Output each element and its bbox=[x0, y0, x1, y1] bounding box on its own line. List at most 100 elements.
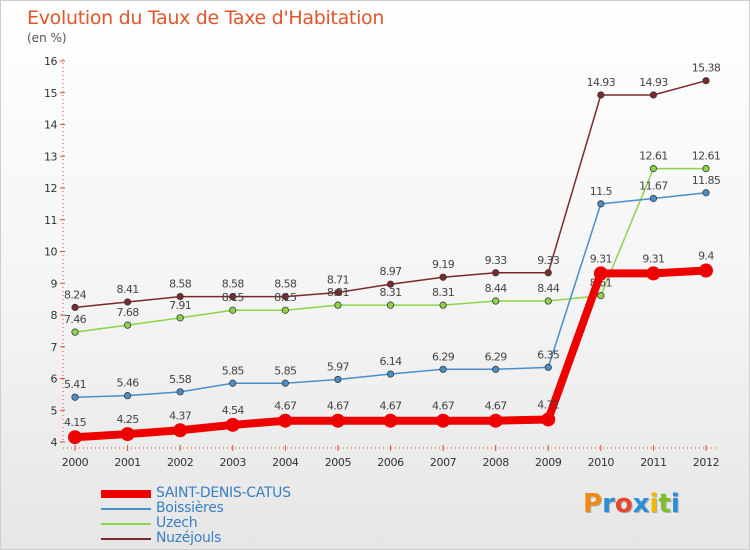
data-label: 8.58 bbox=[274, 278, 297, 291]
data-label: 5.46 bbox=[117, 377, 140, 390]
data-label: 8.44 bbox=[485, 282, 508, 295]
data-point bbox=[439, 365, 447, 373]
data-point bbox=[330, 413, 345, 428]
data-label: 4.67 bbox=[327, 400, 350, 413]
x-tick-label: 2005 bbox=[325, 456, 352, 469]
data-point bbox=[702, 165, 710, 173]
x-tick-label: 2007 bbox=[430, 456, 457, 469]
data-point bbox=[544, 269, 552, 277]
y-tick-label: 12 bbox=[44, 182, 57, 195]
y-tick-label: 15 bbox=[44, 87, 57, 100]
proxiti-logo: Proxiti bbox=[583, 489, 680, 519]
data-point bbox=[439, 273, 447, 281]
x-tick-label: 2000 bbox=[62, 456, 89, 469]
series-layer: 8.24 8.41 8.58 8.58 8.58 8.71 8.97 9.19 9.33 9.33… bbox=[64, 62, 721, 445]
data-label: 8.58 bbox=[169, 278, 192, 291]
data-point bbox=[439, 301, 447, 309]
x-tick-label: 2001 bbox=[114, 456, 140, 469]
legend-swatch bbox=[101, 523, 151, 525]
data-point bbox=[278, 413, 293, 428]
data-label: 7.91 bbox=[169, 299, 191, 312]
data-point bbox=[544, 363, 552, 371]
data-point bbox=[334, 301, 342, 309]
y-tick-label: 5 bbox=[51, 404, 58, 417]
data-label: 11.67 bbox=[639, 179, 668, 192]
data-label: 8.44 bbox=[537, 282, 560, 295]
y-tick-label: 11 bbox=[44, 214, 57, 227]
data-label: 4.67 bbox=[432, 400, 455, 413]
data-label: 4.67 bbox=[274, 400, 297, 413]
x-tick-label: 2004 bbox=[272, 456, 299, 469]
data-label: 15.38 bbox=[692, 62, 721, 75]
x-tick-label: 2003 bbox=[220, 456, 247, 469]
data-point bbox=[597, 292, 605, 300]
data-label: 5.85 bbox=[274, 364, 297, 377]
data-point bbox=[492, 269, 500, 277]
data-label: 9.33 bbox=[485, 254, 508, 267]
data-point bbox=[176, 388, 184, 396]
data-label: 9.31 bbox=[590, 252, 612, 265]
data-label: 8.15 bbox=[274, 291, 297, 304]
x-tick-label: 2011 bbox=[640, 456, 666, 469]
legend-label: SAINT-DENIS-CATUS bbox=[156, 485, 291, 501]
data-label: 8.24 bbox=[64, 288, 87, 301]
data-label: 5.97 bbox=[327, 360, 350, 373]
x-tick-label: 2002 bbox=[167, 456, 193, 469]
legend-label: Nuzéjouls bbox=[156, 530, 222, 546]
data-point bbox=[597, 91, 605, 99]
series-3: 8.24 8.41 8.58 8.58 8.58 8.71 8.97 9.19 9.33 9.33… bbox=[64, 62, 721, 311]
x-tick-label: 2006 bbox=[377, 456, 404, 469]
data-label: 9.4 bbox=[698, 250, 714, 263]
data-label: 9.31 bbox=[642, 252, 664, 265]
data-label: 6.29 bbox=[485, 350, 508, 363]
data-point bbox=[492, 365, 500, 373]
series-1: 5.41 5.46 5.58 5.85 5.85 5.97 6.14 6.29 6.29 6.35… bbox=[64, 174, 721, 401]
data-point bbox=[541, 412, 556, 427]
data-label: 6.14 bbox=[379, 355, 402, 368]
series-2: 7.46 7.68 7.91 8.15 8.15 8.31 8.31 8.31 8.44 8.44… bbox=[64, 150, 721, 336]
chart-unit: (en %) bbox=[27, 31, 67, 45]
y-tick-label: 7 bbox=[51, 341, 58, 354]
data-point bbox=[281, 306, 289, 314]
y-tick-label: 10 bbox=[44, 246, 57, 259]
data-point bbox=[334, 288, 342, 297]
data-point bbox=[649, 194, 658, 203]
data-point bbox=[646, 266, 661, 281]
data-point bbox=[488, 413, 503, 428]
legend-label: Uzech bbox=[156, 515, 198, 531]
data-label: 6.35 bbox=[537, 348, 560, 361]
data-point bbox=[386, 280, 395, 288]
x-tick-label: 2012 bbox=[693, 456, 719, 469]
data-label: 11.5 bbox=[590, 185, 613, 198]
data-label: 14.93 bbox=[587, 76, 616, 89]
data-point bbox=[229, 292, 237, 301]
y-tick-label: 13 bbox=[44, 150, 57, 163]
data-label: 8.97 bbox=[379, 265, 402, 278]
y-tick-label: 8 bbox=[51, 309, 58, 322]
data-point bbox=[71, 328, 79, 336]
data-label: 12.61 bbox=[639, 150, 668, 163]
data-point bbox=[649, 91, 658, 99]
data-point bbox=[173, 423, 188, 438]
data-label: 4.67 bbox=[485, 400, 508, 413]
data-point bbox=[281, 292, 289, 301]
x-tick-label: 2010 bbox=[588, 456, 615, 469]
data-label: 14.93 bbox=[639, 76, 668, 89]
legend-swatch bbox=[101, 508, 151, 510]
y-tick-label: 16 bbox=[44, 55, 57, 68]
data-point bbox=[176, 292, 184, 301]
data-label: 4.71 bbox=[537, 398, 559, 411]
data-label: 9.19 bbox=[432, 258, 455, 271]
data-point bbox=[544, 297, 552, 305]
data-point bbox=[492, 297, 500, 305]
data-label: 8.71 bbox=[327, 273, 349, 286]
y-tick-label: 6 bbox=[51, 373, 58, 386]
data-point bbox=[71, 303, 79, 311]
data-label: 8.15 bbox=[222, 291, 245, 304]
data-point bbox=[123, 392, 132, 400]
data-point bbox=[386, 301, 395, 309]
data-point bbox=[436, 413, 451, 428]
data-point bbox=[699, 263, 713, 278]
data-label: 8.31 bbox=[327, 286, 349, 299]
